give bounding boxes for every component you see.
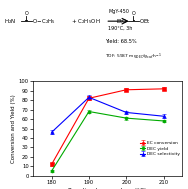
Text: 190°C, 3h: 190°C, 3h [108, 26, 133, 31]
Text: MgY-450: MgY-450 [108, 9, 129, 14]
Text: $\rm EtO$: $\rm EtO$ [116, 17, 128, 25]
Y-axis label: Conversion and Yield (%): Conversion and Yield (%) [11, 94, 16, 163]
Legend: EC conversion, DEC yield, DEC selectivity: EC conversion, DEC yield, DEC selectivit… [139, 141, 180, 156]
Text: Yield: 68.5%: Yield: 68.5% [105, 39, 137, 44]
Text: $\rm OEt$: $\rm OEt$ [139, 17, 151, 25]
Text: $\rm O\!-\!C_2H_5$: $\rm O\!-\!C_2H_5$ [32, 17, 56, 26]
Text: $\rm H_2N$: $\rm H_2N$ [4, 17, 16, 26]
Text: O: O [24, 11, 28, 16]
Text: O: O [132, 11, 135, 16]
Text: $+\ \rm C_2H_5OH$: $+\ \rm C_2H_5OH$ [71, 17, 101, 26]
X-axis label: Reaction temperature (°C): Reaction temperature (°C) [68, 188, 147, 189]
Text: TOF: 5987 mg$_{\rm DEC}$/g$_{\rm cat}$$\cdot$h$^{-1}$: TOF: 5987 mg$_{\rm DEC}$/g$_{\rm cat}$$\… [105, 52, 162, 62]
